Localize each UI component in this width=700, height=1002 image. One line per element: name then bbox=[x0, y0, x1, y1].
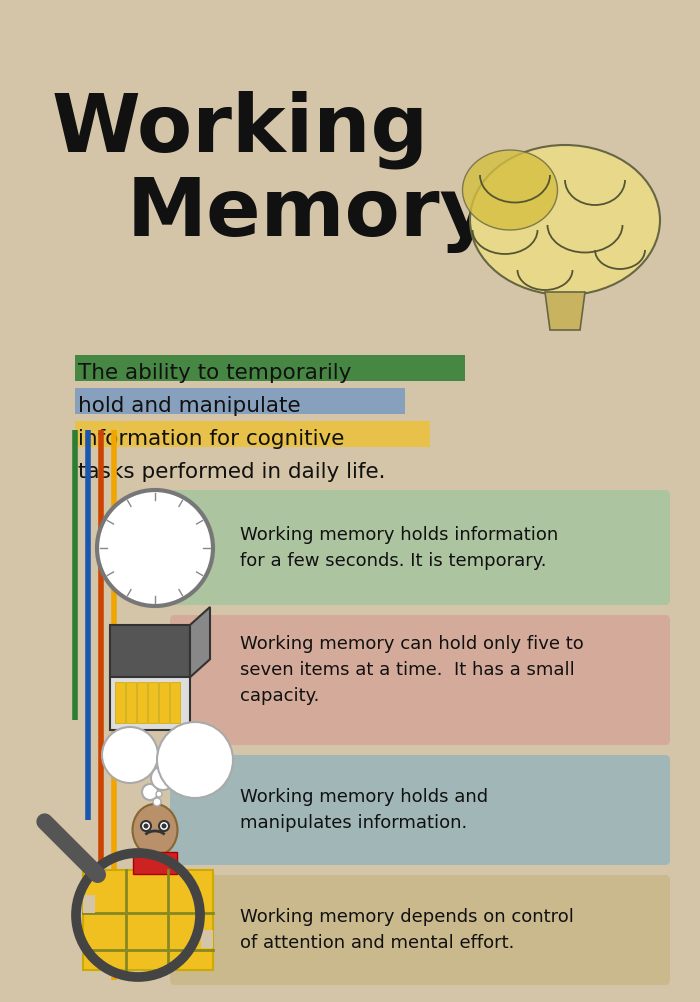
FancyBboxPatch shape bbox=[159, 682, 169, 722]
Text: The ability to temporarily: The ability to temporarily bbox=[78, 363, 351, 383]
Circle shape bbox=[153, 798, 161, 806]
Circle shape bbox=[141, 821, 151, 831]
FancyBboxPatch shape bbox=[137, 682, 147, 722]
Text: Working memory depends on control
of attention and mental effort.: Working memory depends on control of att… bbox=[240, 908, 574, 952]
FancyBboxPatch shape bbox=[170, 615, 670, 745]
FancyBboxPatch shape bbox=[83, 895, 95, 913]
FancyBboxPatch shape bbox=[170, 682, 180, 722]
Circle shape bbox=[159, 821, 169, 831]
Text: Working memory holds and
manipulates information.: Working memory holds and manipulates inf… bbox=[240, 789, 488, 832]
Circle shape bbox=[151, 766, 175, 790]
Ellipse shape bbox=[463, 150, 557, 230]
FancyBboxPatch shape bbox=[115, 682, 125, 722]
Text: tasks performed in daily life.: tasks performed in daily life. bbox=[78, 462, 386, 482]
Polygon shape bbox=[190, 607, 210, 677]
FancyBboxPatch shape bbox=[110, 677, 190, 729]
FancyBboxPatch shape bbox=[75, 421, 430, 447]
Polygon shape bbox=[545, 292, 585, 330]
Ellipse shape bbox=[470, 145, 660, 295]
FancyBboxPatch shape bbox=[201, 930, 213, 948]
Circle shape bbox=[142, 784, 158, 800]
FancyBboxPatch shape bbox=[75, 388, 405, 414]
Text: information for cognitive: information for cognitive bbox=[78, 429, 344, 449]
FancyBboxPatch shape bbox=[110, 625, 190, 677]
Text: hold and manipulate: hold and manipulate bbox=[78, 396, 300, 416]
FancyBboxPatch shape bbox=[75, 355, 465, 381]
Circle shape bbox=[156, 791, 162, 797]
FancyBboxPatch shape bbox=[170, 490, 670, 605]
Circle shape bbox=[162, 824, 167, 829]
FancyBboxPatch shape bbox=[170, 755, 670, 865]
FancyBboxPatch shape bbox=[170, 875, 670, 985]
Text: Working: Working bbox=[51, 90, 428, 168]
Text: Working memory can hold only five to
seven items at a time.  It has a small
capa: Working memory can hold only five to sev… bbox=[240, 635, 584, 704]
FancyBboxPatch shape bbox=[133, 852, 177, 874]
FancyBboxPatch shape bbox=[126, 682, 136, 722]
Ellipse shape bbox=[132, 804, 178, 856]
Circle shape bbox=[97, 490, 213, 606]
Circle shape bbox=[102, 727, 158, 783]
FancyBboxPatch shape bbox=[148, 682, 158, 722]
FancyBboxPatch shape bbox=[83, 870, 213, 970]
Circle shape bbox=[144, 824, 148, 829]
Circle shape bbox=[157, 722, 233, 798]
Text: Memory: Memory bbox=[127, 175, 493, 253]
Text: Working memory holds information
for a few seconds. It is temporary.: Working memory holds information for a f… bbox=[240, 526, 559, 570]
